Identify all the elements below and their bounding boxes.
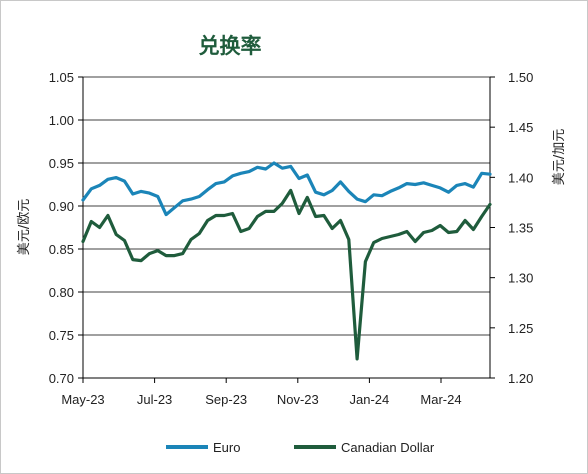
left-tick-label: 0.95 xyxy=(49,156,74,171)
left-tick-label: 0.90 xyxy=(49,199,74,214)
cad-series-line xyxy=(81,188,492,361)
legend: Euro Canadian Dollar xyxy=(166,440,435,455)
right-axis-title: 美元/加元 xyxy=(552,129,567,185)
right-tick-label: 1.50 xyxy=(508,70,533,85)
right-tick-label: 1.40 xyxy=(508,170,533,185)
right-tick-label: 1.45 xyxy=(508,120,533,135)
left-axis-title: 美元/欧元 xyxy=(17,199,32,255)
series-lines xyxy=(81,161,492,361)
left-tick-label: 1.05 xyxy=(49,70,74,85)
left-tick-label: 0.80 xyxy=(49,285,74,300)
left-tick-label: 0.70 xyxy=(49,371,74,386)
x-tick-label: May-23 xyxy=(61,392,104,407)
legend-cad-label: Canadian Dollar xyxy=(341,440,435,455)
x-tick-label: Nov-23 xyxy=(277,392,319,407)
grid-lines xyxy=(83,76,490,336)
left-tick-label: 0.75 xyxy=(49,328,74,343)
left-tick-label: 1.00 xyxy=(49,113,74,128)
axes xyxy=(78,76,495,383)
x-tick-label: Jan-24 xyxy=(350,392,390,407)
euro-series-line xyxy=(81,161,492,217)
chart-title: 兑换率 xyxy=(199,34,262,58)
left-tick-label: 0.85 xyxy=(49,242,74,257)
x-tick-label: Jul-23 xyxy=(137,392,172,407)
legend-euro-label: Euro xyxy=(213,440,240,455)
right-tick-label: 1.30 xyxy=(508,271,533,286)
right-tick-label: 1.35 xyxy=(508,221,533,236)
right-tick-label: 1.25 xyxy=(508,321,533,336)
right-tick-label: 1.20 xyxy=(508,371,533,386)
tick-labels: 0.70 0.75 0.80 0.85 0.90 0.95 1.00 1.05 1.20 1.25… xyxy=(49,70,534,407)
x-tick-label: Sep-23 xyxy=(205,392,247,407)
x-tick-label: Mar-24 xyxy=(420,392,461,407)
